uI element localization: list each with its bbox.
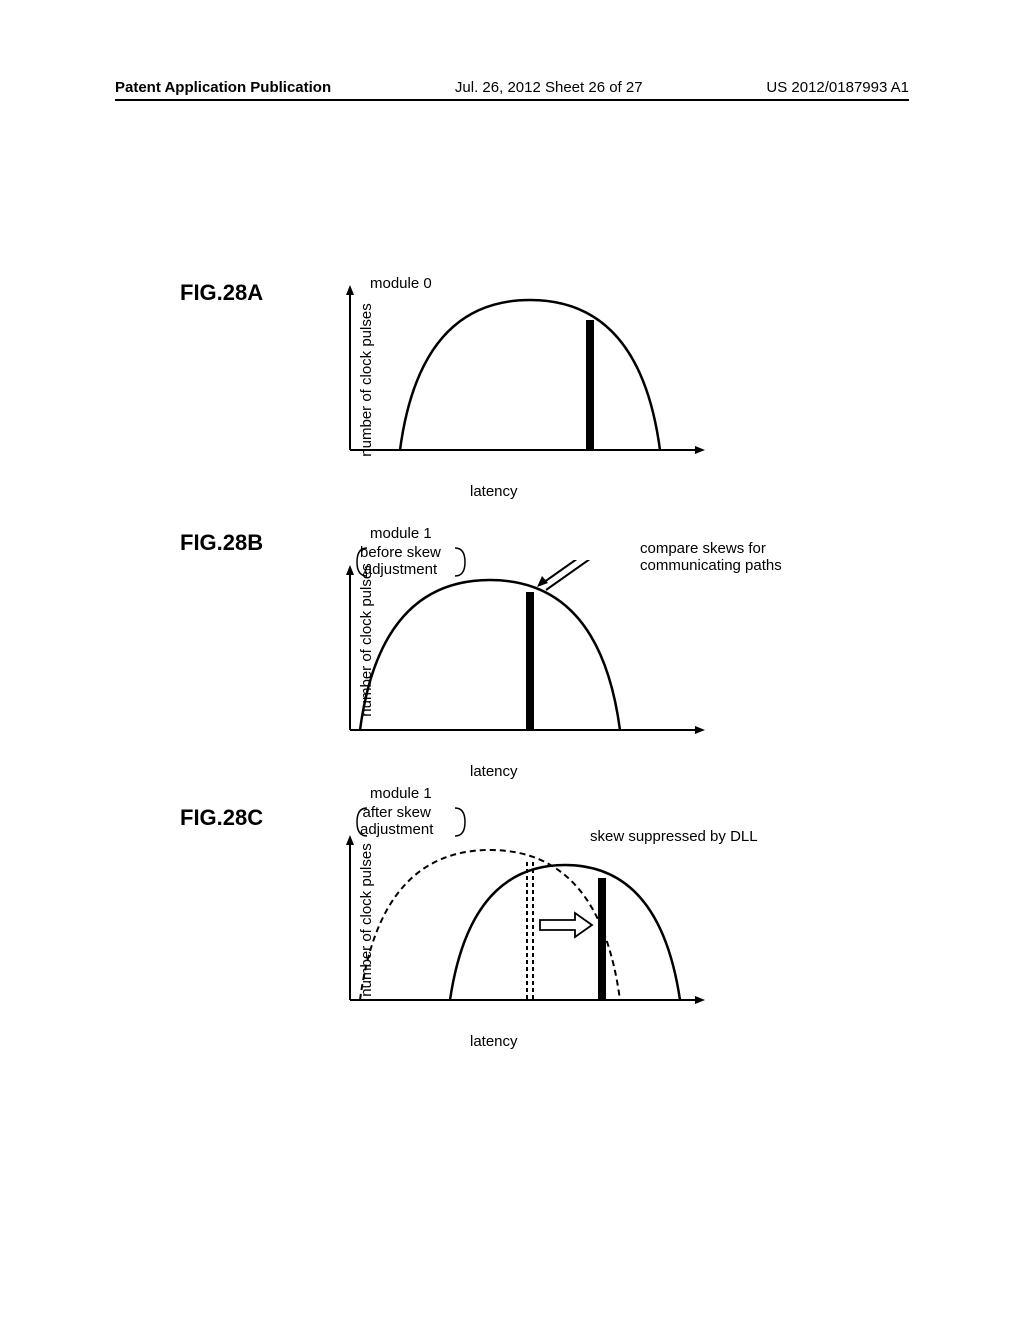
chart-area-a: number of clock pulses module 0 latency — [310, 280, 830, 480]
x-axis-label-c: latency — [470, 1033, 518, 1050]
figure-28c: FIG.28C number of clock pulses module 1 … — [180, 790, 860, 1050]
chart-svg-a — [330, 280, 730, 460]
chart-area-c: number of clock pulses module 1 after sk… — [310, 790, 830, 990]
header-center: Jul. 26, 2012 Sheet 26 of 27 — [455, 79, 643, 96]
x-axis-label-a: latency — [470, 483, 518, 500]
figure-content: FIG.28A number of clock pulses module 0 … — [180, 280, 860, 1060]
fig-label-a: FIG.28A — [180, 280, 263, 306]
header-right: US 2012/0187993 A1 — [766, 79, 909, 96]
page-header: Patent Application Publication Jul. 26, … — [115, 79, 909, 101]
chart-svg-c — [330, 830, 730, 1030]
x-axis-label-b: latency — [470, 763, 518, 780]
annotation-b-line1: compare skews for — [640, 540, 782, 557]
fig-label-b: FIG.28B — [180, 530, 263, 556]
header-left: Patent Application Publication — [115, 79, 331, 96]
chart-area-b: number of clock pulses module 1 before s… — [310, 530, 830, 730]
figure-28b: FIG.28B number of clock pulses module 1 … — [180, 510, 860, 760]
chart-svg-b — [330, 560, 730, 760]
figure-28a: FIG.28A number of clock pulses module 0 … — [180, 280, 860, 500]
fig-label-c: FIG.28C — [180, 805, 263, 831]
